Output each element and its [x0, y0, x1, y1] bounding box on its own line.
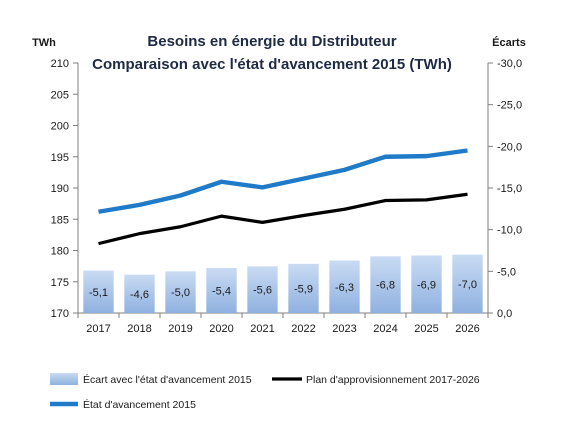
bar	[288, 263, 319, 313]
bar-data-label: -5,6	[253, 285, 272, 297]
left-tick-label: 200	[51, 121, 69, 133]
bar-data-label: -7,0	[458, 279, 477, 291]
legend-plan-label: Plan d'approvisionnement 2017-2026	[306, 374, 480, 386]
legend-etat-label: État d'avancement 2015	[83, 398, 196, 411]
x-tick-label: 2026	[455, 323, 479, 335]
bar	[206, 268, 237, 313]
plan-line	[98, 192, 468, 246]
bar	[411, 255, 442, 313]
bar	[329, 260, 360, 313]
right-tick-label: -20,0	[497, 141, 522, 153]
bar-data-label: -6,3	[335, 282, 354, 294]
left-tick-label: 185	[51, 214, 69, 226]
x-tick-label: 2025	[414, 323, 438, 335]
left-tick-label: 175	[51, 277, 69, 289]
legend: Écart avec l'état d'avancement 2015 Plan …	[50, 373, 480, 411]
right-tick-label: -15,0	[497, 183, 522, 195]
left-tick-label: 210	[51, 58, 69, 70]
legend-bar-label: Écart avec l'état d'avancement 2015	[83, 373, 252, 386]
x-tick-label: 2017	[86, 323, 110, 335]
bar-data-label: -5,0	[171, 287, 190, 299]
right-tick-label: -5,0	[497, 266, 516, 278]
x-tick-label: 2021	[250, 323, 274, 335]
bar	[83, 270, 114, 313]
chart-subtitle: Comparaison avec l'état d'avancement 201…	[92, 56, 452, 73]
bar-data-label: -5,4	[212, 286, 231, 298]
x-tick-label: 2024	[373, 323, 397, 335]
bar-data-label: -6,8	[376, 280, 395, 292]
bar-series: -5,1 -4,6 -5,0 -5,4 -5,6 -5,9 -6,3 -6,8 -6,9 -7,0	[83, 254, 483, 313]
x-tick-label: 2022	[291, 323, 315, 335]
x-tick-label: 2020	[209, 323, 233, 335]
right-tick-label: -10,0	[497, 225, 522, 237]
bar-data-label: -4,6	[130, 289, 149, 301]
left-tick-label: 170	[51, 308, 69, 320]
left-tick-label: 195	[51, 152, 69, 164]
right-tick-label: 0,0	[497, 308, 512, 320]
bar	[370, 256, 401, 313]
legend-bar-swatch	[50, 373, 78, 385]
right-axis-unit: Écarts	[492, 36, 526, 49]
etat-line	[98, 148, 468, 214]
bar-data-label: -5,9	[294, 283, 313, 295]
x-tick-label: 2023	[332, 323, 356, 335]
bar-data-label: -5,1	[89, 287, 108, 299]
line-series	[98, 148, 468, 246]
left-tick-label: 180	[51, 246, 69, 258]
chart-title: Besoins en énergie du Distributeur	[147, 33, 396, 50]
bar	[452, 254, 483, 313]
bar-data-label: -6,9	[417, 279, 436, 291]
x-tick-label: 2018	[127, 323, 151, 335]
left-axis-unit: TWh	[32, 37, 56, 49]
x-tick-label: 2019	[168, 323, 192, 335]
bar	[124, 274, 155, 313]
bar	[247, 266, 278, 313]
axes: 170 175 180 185 190 195 200 205 210 0,0 -5,0 -10,0 -…	[51, 58, 522, 335]
right-tick-label: -30,0	[497, 58, 522, 70]
right-tick-label: -25,0	[497, 100, 522, 112]
left-tick-label: 205	[51, 89, 69, 101]
bar	[165, 271, 196, 313]
left-tick-label: 190	[51, 183, 69, 195]
